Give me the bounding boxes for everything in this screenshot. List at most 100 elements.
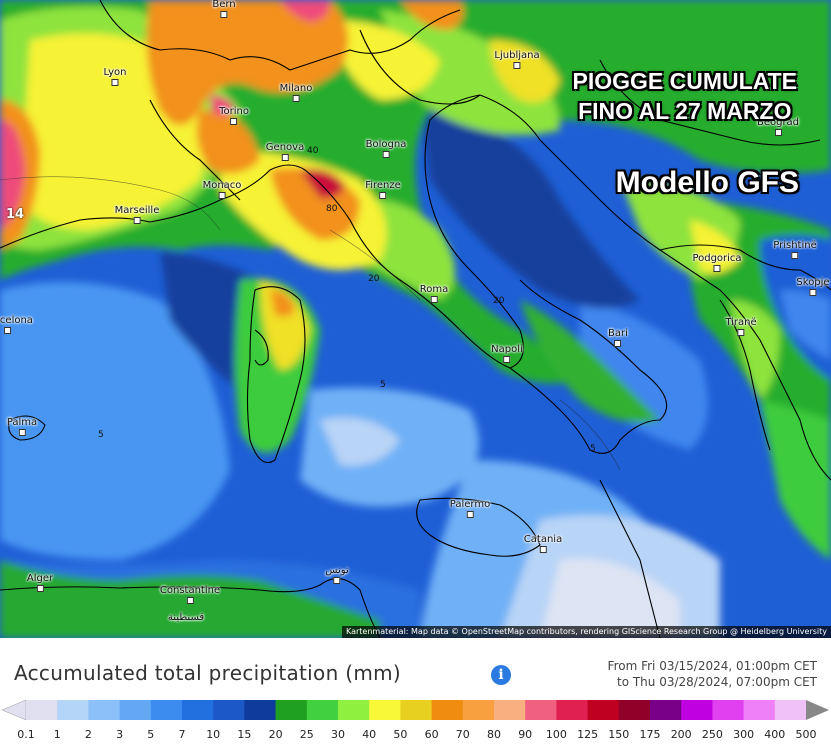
scale-tick-label: 25 <box>299 728 314 741</box>
scale-arrow-right <box>806 700 829 720</box>
city-label-alger: Alger <box>27 573 53 592</box>
scale-tick-label: 400 <box>764 728 786 741</box>
scale-swatch-30 <box>338 700 370 720</box>
precipitation-map[interactable]: Bern Lyon Milano Torino Genova Bologna Monaco M… <box>0 0 831 638</box>
city-label-prishtin-: Prishtinë <box>773 240 817 259</box>
scale-tick-label: 2 <box>84 728 92 741</box>
city-label-tiran-: Tiranë <box>725 317 757 336</box>
map-attribution: Kartenmaterial: Map data © OpenStreetMap… <box>341 626 831 638</box>
city-label-firenze: Firenze <box>365 180 401 199</box>
city-label-barcelona: Barcelona <box>0 315 33 334</box>
contour-label: 20 <box>368 274 380 284</box>
city-label-constantine-ar: قسنطينة <box>167 612 205 623</box>
contour-label: 40 <box>307 146 319 156</box>
scale-swatch-5 <box>150 700 183 720</box>
scale-swatch-10 <box>213 700 245 720</box>
city-label-marseille: Marseille <box>115 205 159 224</box>
scale-tick-label: 5 <box>147 728 155 741</box>
scale-swatch-15 <box>244 700 277 720</box>
scale-tick-label: 7 <box>178 728 186 741</box>
scale-swatch-7 <box>182 700 214 720</box>
scale-swatch-20 <box>275 700 308 720</box>
legend-title: Accumulated total precipitation (mm) <box>14 661 401 685</box>
scale-swatch-50 <box>400 700 433 720</box>
scale-swatch-70 <box>462 700 495 720</box>
scale-tick-label: 90 <box>518 728 533 741</box>
city-label-podgorica: Podgorica <box>692 253 742 272</box>
contour-label: 80 <box>326 204 338 214</box>
color-scale-labels: 0.1 1 2 3 5 7 10 15 20 25 30 40 50 60 70 80 90 100 125 150 1… <box>0 728 831 744</box>
scale-tick-label: 60 <box>424 728 439 741</box>
city-label-napoli: Napoli <box>491 344 523 363</box>
scale-swatch-25 <box>306 700 339 720</box>
legend-panel: Accumulated total precipitation (mm) i F… <box>0 638 831 752</box>
city-label-lyon: Lyon <box>103 67 127 86</box>
scale-tick-label: 40 <box>362 728 377 741</box>
scale-tick-label: 1 <box>53 728 61 741</box>
scale-swatch-125 <box>587 700 620 720</box>
contour-label: 5 <box>98 430 104 440</box>
city-label-constantine: Constantine <box>160 585 220 604</box>
scale-swatch-3 <box>119 700 152 720</box>
scale-swatch-2 <box>88 700 121 720</box>
city-label-roma: Roma <box>420 284 448 303</box>
info-icon[interactable]: i <box>491 665 511 685</box>
headline-line-1: PIOGGE CUMULATE <box>572 68 797 94</box>
city-label-tunis: تونس <box>325 565 349 584</box>
contour-label: 14 <box>6 207 25 222</box>
scale-tick-label: 300 <box>733 728 755 741</box>
scale-swatch-400 <box>774 700 807 720</box>
city-label-palermo: Palermo <box>450 499 490 518</box>
scale-tick-label: 150 <box>608 728 630 741</box>
scale-swatch-90 <box>525 700 557 720</box>
scale-swatch-80 <box>494 700 526 720</box>
contour-label: 5 <box>380 380 386 390</box>
scale-swatch-250 <box>712 700 745 720</box>
city-label-beograd: Beograd <box>757 117 799 136</box>
scale-tick-label: 80 <box>487 728 501 741</box>
scale-swatch-0.1 <box>26 700 58 720</box>
headline-line-2: FINO AL 27 MARZO <box>578 98 792 124</box>
scale-tick-label: 70 <box>455 728 470 741</box>
scale-swatch-40 <box>369 700 401 720</box>
headline-title: PIOGGE CUMULATE FINO AL 27 MARZO <box>573 66 797 126</box>
city-label-bologna: Bologna <box>366 139 406 158</box>
scale-swatch-200 <box>681 700 713 720</box>
scale-tick-label: 0.1 <box>17 728 35 741</box>
scale-tick-label: 100 <box>545 728 567 741</box>
date-range: From Fri 03/15/2024, 01:00pm CET to Thu … <box>608 658 817 690</box>
city-label-monaco: Monaco <box>203 180 241 199</box>
scale-tick-label: 500 <box>795 728 817 741</box>
city-label-bern: Bern <box>212 0 236 18</box>
model-label: Modello GFS <box>615 166 799 199</box>
color-scale-bar <box>1 699 829 721</box>
city-label-palma: Palma <box>7 417 37 436</box>
scale-tick-label: 15 <box>237 728 252 741</box>
city-label-torino: Torino <box>219 106 249 125</box>
date-from: From Fri 03/15/2024, 01:00pm CET <box>607 659 817 673</box>
city-label-genova: Genova <box>266 142 304 161</box>
scale-tick-label: 10 <box>206 728 221 741</box>
scale-arrow-left <box>1 699 27 721</box>
scale-tick-label: 200 <box>670 728 692 741</box>
scale-tick-label: 125 <box>577 728 599 741</box>
scale-tick-label: 30 <box>331 728 345 741</box>
scale-swatch-300 <box>743 700 776 720</box>
scale-tick-label: 50 <box>393 728 408 741</box>
scale-swatch-150 <box>618 700 651 720</box>
scale-swatch-175 <box>650 700 682 720</box>
city-label-skopje: Skopje <box>796 277 830 296</box>
map-fields <box>0 0 831 638</box>
scale-tick-label: 3 <box>116 728 124 741</box>
scale-tick-label: 20 <box>268 728 283 741</box>
contour-label: 5 <box>590 444 596 454</box>
city-label-catania: Catania <box>524 534 562 553</box>
scale-tick-label: 250 <box>701 728 723 741</box>
scale-tick-label: 175 <box>639 728 661 741</box>
scale-swatch-100 <box>556 700 589 720</box>
city-label-ljubljana: Ljubljana <box>494 50 540 69</box>
city-label-bari: Bari <box>608 328 628 347</box>
city-label-milano: Milano <box>280 83 312 102</box>
contour-label: 20 <box>493 296 505 306</box>
date-to: to Thu 03/28/2024, 07:00pm CET <box>616 675 817 689</box>
